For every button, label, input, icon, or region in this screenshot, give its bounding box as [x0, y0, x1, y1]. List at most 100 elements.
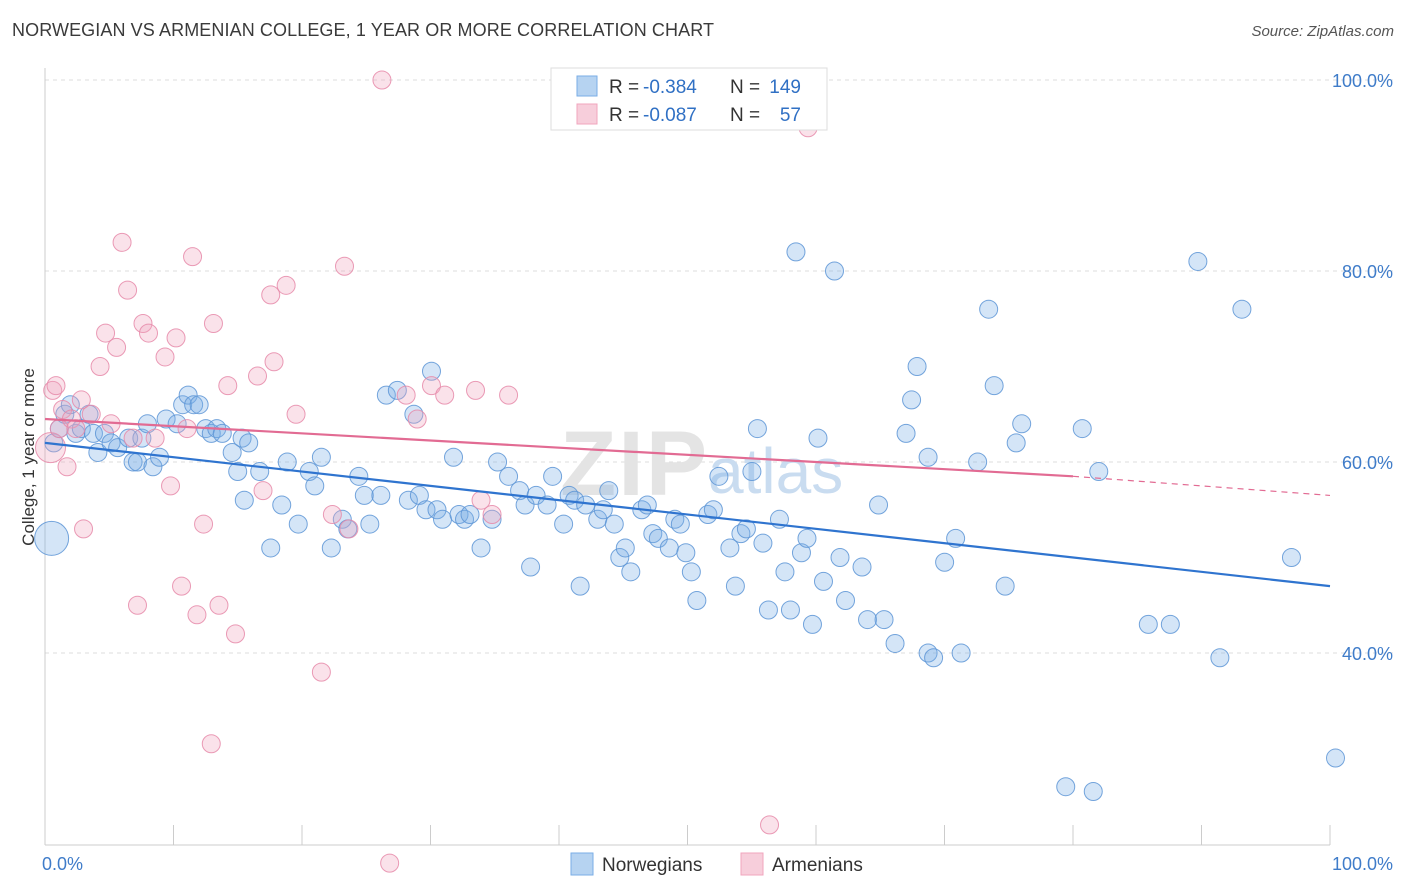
norwegian-point [874, 610, 894, 630]
norwegian-point [687, 590, 707, 610]
x-tick-labels: 0.0% 100.0% [42, 854, 1393, 874]
armenian-point [482, 505, 502, 525]
armenian-point [286, 404, 306, 424]
bottom-legend-swatch-1 [740, 852, 764, 876]
armenian-point [133, 314, 153, 334]
armenian-point [71, 390, 91, 410]
armenian-point [155, 347, 175, 367]
armenian-point [46, 376, 66, 396]
trend-lines [44, 417, 1331, 588]
armenian-point [335, 256, 355, 276]
norwegian-point [984, 376, 1004, 396]
norwegian-point [1012, 414, 1032, 434]
norwegian-point [554, 514, 574, 534]
norwegian-point [709, 466, 729, 486]
norwegian-point [621, 562, 641, 582]
norwegian-point [1160, 614, 1180, 634]
legend-n-value: 57 [780, 105, 801, 126]
norwegian-point [398, 490, 418, 510]
armenian-point [118, 280, 138, 300]
armenian-point [35, 432, 67, 464]
norwegian-point [34, 520, 70, 556]
norwegian-point [951, 643, 971, 663]
norwegian-point [376, 385, 396, 405]
grid-lines [45, 79, 1395, 654]
chart-source: Source: ZipAtlas.com [1251, 23, 1394, 40]
armenian-point [66, 419, 86, 439]
norwegian-point [979, 299, 999, 319]
legend-swatch-1 [576, 103, 598, 125]
norwegian-point [670, 514, 690, 534]
norwegian-point [802, 614, 822, 634]
norwegian-point [272, 495, 292, 515]
norwegian-point [858, 610, 878, 630]
norwegian-point [907, 357, 927, 376]
norwegian-point [758, 600, 778, 620]
norwegian-point [1281, 548, 1301, 567]
norwegian-point [703, 500, 723, 520]
armenian-point [145, 428, 165, 448]
norwegian-point [885, 633, 905, 653]
armenian-point [407, 409, 427, 429]
armenian-point [380, 853, 400, 873]
x-tick-label-min: 0.0% [42, 854, 83, 874]
norwegian-point [995, 576, 1015, 596]
norwegian-point [791, 543, 811, 563]
chart-title: NORWEGIAN VS ARMENIAN COLLEGE, 1 YEAR OR… [12, 20, 715, 40]
armenian-point [183, 247, 203, 267]
armenian-point [187, 605, 207, 625]
legend-bottom: Norwegians Armenians [570, 852, 863, 876]
norwegian-point [813, 571, 833, 591]
norwegian-point [55, 404, 75, 424]
norwegians-trend-line [44, 441, 1331, 588]
armenian-point [107, 337, 127, 357]
norwegian-point [1188, 251, 1208, 271]
norwegian-point [101, 433, 121, 453]
norwegian-point [836, 590, 856, 610]
norwegian-point [189, 395, 209, 415]
norwegian-point [387, 380, 407, 400]
armenian-point [96, 323, 116, 343]
norwegian-point [184, 395, 204, 415]
armenian-point [177, 419, 197, 439]
norwegian-point [212, 423, 232, 443]
armenian-point [760, 815, 780, 835]
y-axis-label: College, 1 year or more [19, 368, 38, 546]
armenian-point [218, 376, 238, 396]
norwegian-point [119, 428, 139, 448]
norwegian-point [676, 543, 696, 563]
norwegian-point [747, 419, 767, 439]
norwegian-point [1006, 433, 1026, 453]
norwegian-point [824, 261, 844, 281]
norwegian-point [526, 485, 546, 505]
y-tick-labels: 40.0% 60.0% 80.0% 100.0% [1332, 71, 1393, 664]
norwegian-point [935, 552, 955, 572]
armenian-point [499, 385, 519, 405]
norwegian-point [1072, 419, 1092, 439]
axes [44, 68, 1331, 846]
norwegian-point [869, 495, 889, 515]
legend-r-value: -0.087 [643, 105, 697, 126]
norwegian-point [143, 457, 163, 477]
norwegian-point [648, 528, 668, 548]
norwegian-point [360, 514, 380, 534]
armenian-point [435, 385, 455, 405]
norwegian-point [1056, 777, 1076, 797]
bottom-legend-label-1: Armenians [772, 855, 863, 876]
norwegian-point [896, 423, 916, 443]
norwegian-point [918, 447, 938, 467]
norwegian-point [604, 514, 624, 534]
norwegian-point [1326, 748, 1346, 768]
norwegian-point [416, 500, 436, 520]
norwegian-point [471, 538, 491, 558]
norwegian-point [167, 414, 187, 434]
norwegian-point [1083, 781, 1103, 801]
armenian-point [74, 519, 94, 539]
norwegian-point [156, 409, 176, 429]
norwegian-point [720, 538, 740, 558]
norwegian-point [775, 562, 795, 582]
norwegian-point [409, 485, 429, 505]
x-tick-label-max: 100.0% [1332, 854, 1393, 874]
norwegian-point [354, 485, 374, 505]
norwegian-point [725, 576, 745, 596]
